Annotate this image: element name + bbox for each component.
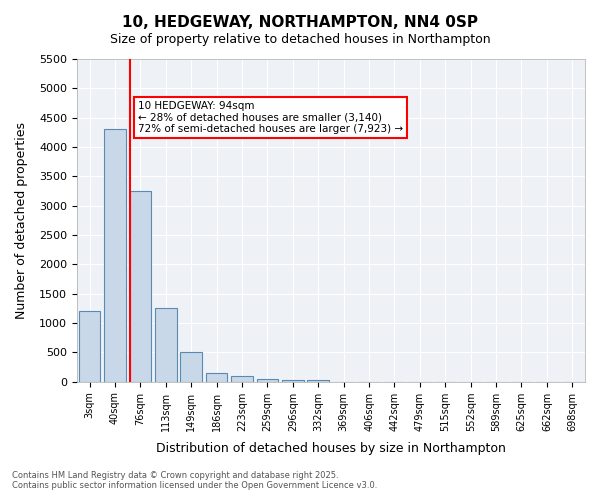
Bar (130, 191, 151, 382)
Text: 10 HEDGEWAY: 94sqm
← 28% of detached houses are smaller (3,140)
72% of semi-deta: 10 HEDGEWAY: 94sqm ← 28% of detached hou… (138, 101, 403, 134)
Bar (231, 376, 253, 382)
Bar (104, 130, 126, 382)
Y-axis label: Number of detached properties: Number of detached properties (15, 122, 28, 319)
Text: 10, HEDGEWAY, NORTHAMPTON, NN4 0SP: 10, HEDGEWAY, NORTHAMPTON, NN4 0SP (122, 15, 478, 30)
Bar (79, 312, 100, 382)
Bar (181, 352, 202, 382)
Text: Contains HM Land Registry data © Crown copyright and database right 2025.
Contai: Contains HM Land Registry data © Crown c… (12, 470, 377, 490)
Bar (257, 378, 278, 382)
Bar (206, 373, 227, 382)
Bar (282, 380, 304, 382)
X-axis label: Distribution of detached houses by size in Northampton: Distribution of detached houses by size … (156, 442, 506, 455)
Bar (155, 308, 176, 382)
Bar (307, 380, 329, 382)
Text: Size of property relative to detached houses in Northampton: Size of property relative to detached ho… (110, 32, 490, 46)
